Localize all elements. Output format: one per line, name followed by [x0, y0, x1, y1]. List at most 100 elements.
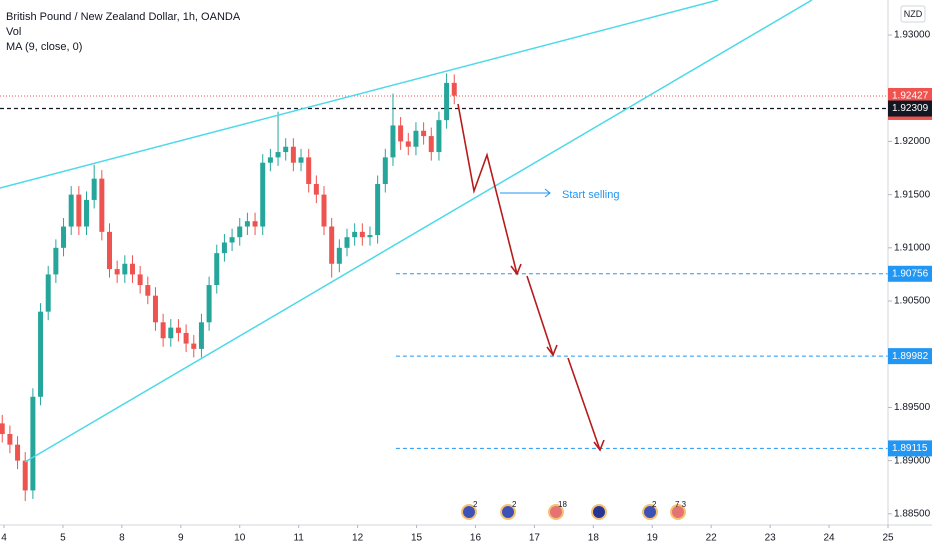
price-label: 1.89115: [892, 443, 928, 454]
candle-body: [382, 157, 388, 184]
candle-body: [129, 263, 135, 275]
candle-body: [275, 152, 281, 158]
axis-labels: 1.930001.920001.915001.910001.905001.900…: [1, 30, 932, 544]
candle-body: [336, 247, 342, 264]
price-label: 1.90756: [892, 268, 929, 279]
y-tick-label: 1.89500: [894, 402, 931, 413]
candle-body: [221, 242, 227, 254]
x-tick-label: 11: [293, 533, 304, 544]
candle-body: [30, 396, 36, 491]
events: 2 2 18 2 7 3: [461, 500, 687, 520]
candle-body: [321, 194, 327, 227]
candle-body: [183, 332, 189, 344]
candle-body: [421, 130, 427, 137]
y-tick-label: 1.93000: [894, 30, 931, 41]
price-label-bg: [888, 265, 932, 282]
x-tick-label: 4: [1, 533, 7, 544]
plot-area: [0, 73, 888, 502]
candle-body: [76, 194, 82, 227]
x-tick-label: 17: [529, 533, 541, 544]
x-tick-label: 16: [470, 533, 482, 544]
candle-body: [451, 82, 457, 96]
candle-body: [137, 274, 143, 286]
candle-body: [260, 162, 266, 227]
event-icon: [548, 504, 564, 520]
candle-body: [298, 157, 304, 163]
candle-body: [428, 136, 434, 153]
candle-body: [152, 295, 158, 323]
candle-body: [405, 141, 411, 147]
candle-body: [145, 285, 151, 296]
price-label-bg: [888, 87, 932, 104]
y-tick-label: 1.91500: [894, 189, 931, 200]
candle-body: [352, 231, 358, 238]
candle-body: [252, 221, 258, 227]
price-label-bg: [888, 100, 932, 117]
event-icon: [500, 504, 516, 520]
candle-body: [45, 274, 51, 312]
candle-body: [214, 253, 220, 286]
x-tick-label: 22: [706, 533, 718, 544]
candle-body: [444, 82, 450, 121]
price-label: 1.89982: [892, 351, 929, 362]
candle-body: [91, 178, 97, 200]
projection-arrows: [457, 103, 605, 452]
chart-title: British Pound / New Zealand Dollar, 1h, …: [6, 11, 241, 23]
arrow-head: [510, 263, 522, 276]
price-label-bg: [888, 348, 932, 365]
y-tick-label: 1.92000: [894, 136, 931, 147]
x-tick-label: 25: [882, 533, 894, 544]
lower-trendline: [24, 0, 813, 463]
candle-body: [206, 285, 212, 323]
candle-body: [413, 130, 419, 147]
candle-body: [283, 146, 289, 153]
price-label-bg: [888, 440, 932, 457]
event-icon: [670, 504, 686, 520]
annotation: Start selling: [562, 189, 619, 201]
event-count: 7 3: [675, 500, 687, 509]
x-tick-label: 12: [352, 533, 364, 544]
candle-body: [329, 226, 335, 264]
event-icon: [642, 504, 658, 520]
x-tick-label: 5: [60, 533, 66, 544]
y-tick-label: 1.88500: [894, 508, 931, 519]
candle-body: [237, 226, 243, 238]
candle-body: [106, 231, 112, 270]
candle-body: [68, 194, 74, 227]
x-tick-label: 15: [411, 533, 423, 544]
event-count: 2: [652, 500, 657, 509]
x-tick-label: 24: [824, 533, 836, 544]
x-tick-label: 9: [178, 533, 184, 544]
candle-body: [7, 434, 13, 445]
upper-trendline: [0, 0, 719, 189]
candle-body: [344, 237, 350, 248]
candle-body: [313, 183, 319, 195]
candle-body: [175, 327, 181, 333]
arrow-path: [526, 275, 554, 356]
candle-body: [398, 125, 404, 142]
event-icon: [591, 504, 607, 520]
event-count: 18: [558, 500, 567, 509]
candle-body: [114, 269, 120, 275]
candle-body: [306, 157, 312, 184]
candle-body: [198, 322, 204, 349]
price-label: 1.92427: [892, 91, 929, 102]
indicator: MA (9, close, 0): [6, 41, 82, 53]
candle-body: [267, 157, 273, 163]
candle-body: [191, 343, 197, 349]
candle-body: [15, 444, 21, 461]
x-tick-label: 19: [647, 533, 659, 544]
currency: NZD: [904, 9, 923, 19]
candle-body: [38, 311, 44, 397]
event-count: 2: [512, 500, 517, 509]
candle-body: [436, 120, 442, 153]
candle-body: [122, 263, 128, 275]
candle-body: [160, 322, 166, 339]
price-label: 1.92309: [892, 103, 929, 114]
x-tick-label: 23: [765, 533, 777, 544]
candle-body: [375, 183, 381, 236]
currency-box[interactable]: [900, 5, 926, 23]
candle-body: [53, 247, 59, 275]
